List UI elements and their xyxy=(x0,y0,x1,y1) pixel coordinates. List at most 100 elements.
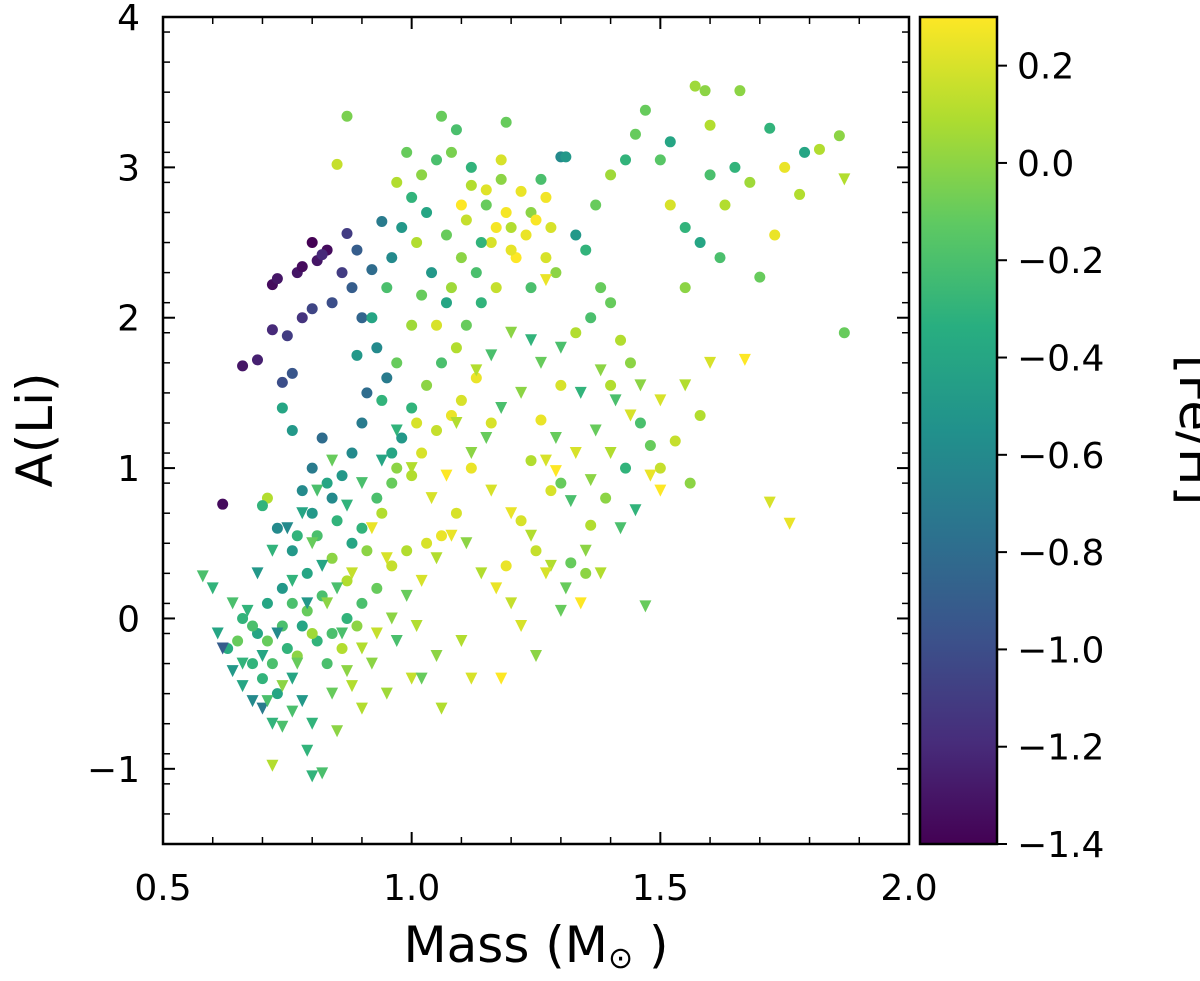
data-point-upper-limit xyxy=(296,507,309,520)
data-point-detection xyxy=(346,447,358,459)
data-point-upper-limit xyxy=(415,672,428,685)
data-point-upper-limit xyxy=(385,612,398,625)
data-point-detection xyxy=(535,173,547,185)
data-point-detection xyxy=(440,297,452,309)
data-point-detection xyxy=(306,303,318,315)
data-point-detection xyxy=(406,402,418,414)
data-point-detection xyxy=(316,249,328,261)
data-point-detection xyxy=(450,342,462,354)
data-point-detection xyxy=(475,297,487,309)
data-point-detection xyxy=(465,161,477,173)
data-point-upper-limit xyxy=(505,507,518,520)
data-point-upper-limit xyxy=(783,517,796,530)
data-point-upper-limit xyxy=(345,567,358,580)
data-point-upper-limit xyxy=(838,173,851,186)
data-point-detection xyxy=(391,176,403,188)
data-point-detection xyxy=(341,110,353,122)
data-point-upper-limit xyxy=(266,759,279,772)
data-point-upper-limit xyxy=(301,597,314,610)
data-point-detection xyxy=(371,582,383,594)
data-point-detection xyxy=(386,560,398,572)
colorbar-tick-label: −0.2 xyxy=(1017,241,1104,282)
data-point-upper-limit xyxy=(614,522,627,535)
data-point-upper-limit xyxy=(589,424,602,437)
data-point-detection xyxy=(411,237,423,249)
data-point-upper-limit xyxy=(355,642,368,655)
data-point-upper-limit xyxy=(345,680,358,693)
data-point-detection xyxy=(639,104,651,116)
data-point-detection xyxy=(605,169,617,181)
data-point-upper-limit xyxy=(266,717,279,730)
data-point-upper-limit xyxy=(460,537,473,550)
data-point-detection xyxy=(266,658,278,670)
data-point-upper-limit xyxy=(291,657,304,670)
data-point-upper-limit xyxy=(196,570,209,583)
data-point-detection xyxy=(590,199,602,211)
data-point-detection xyxy=(386,252,398,264)
data-point-upper-limit xyxy=(286,574,299,587)
data-point-detection xyxy=(296,312,308,324)
data-point-detection xyxy=(396,432,408,444)
data-point-detection xyxy=(271,273,283,285)
data-point-upper-limit xyxy=(539,274,552,287)
y-tick-label: 4 xyxy=(117,0,140,39)
data-point-upper-limit xyxy=(445,529,458,542)
data-point-detection xyxy=(406,319,418,331)
data-point-detection xyxy=(440,229,452,241)
data-point-detection xyxy=(530,214,542,226)
data-point-detection xyxy=(754,271,766,283)
data-point-detection xyxy=(445,146,457,158)
data-point-upper-limit xyxy=(390,424,403,437)
data-point-upper-limit xyxy=(485,349,498,362)
data-point-upper-limit xyxy=(341,665,354,678)
data-point-upper-limit xyxy=(336,627,349,640)
data-point-upper-limit xyxy=(569,447,582,460)
data-point-detection xyxy=(744,176,756,188)
data-point-detection xyxy=(326,297,338,309)
data-point-detection xyxy=(237,360,249,372)
data-point-upper-limit xyxy=(639,600,652,613)
data-point-detection xyxy=(714,252,726,264)
data-point-detection xyxy=(515,515,527,527)
data-point-detection xyxy=(261,635,273,647)
data-point-detection xyxy=(734,85,746,97)
data-point-upper-limit xyxy=(559,582,572,595)
data-point-upper-limit xyxy=(256,650,269,663)
data-point-upper-limit xyxy=(226,665,239,678)
data-point-upper-limit xyxy=(410,619,423,632)
data-point-upper-limit xyxy=(216,642,229,655)
data-point-detection xyxy=(431,319,443,331)
data-point-detection xyxy=(232,635,244,647)
data-point-detection xyxy=(480,199,492,211)
data-point-upper-limit xyxy=(390,635,403,648)
data-point-detection xyxy=(520,229,532,241)
data-point-detection xyxy=(266,324,278,336)
data-point-detection xyxy=(500,116,512,128)
data-point-detection xyxy=(301,605,313,617)
data-point-upper-limit xyxy=(306,537,319,550)
x-tick-label: 1.0 xyxy=(383,868,440,909)
data-point-upper-limit xyxy=(574,386,587,399)
data-point-detection xyxy=(286,597,298,609)
data-point-upper-limit xyxy=(425,492,438,505)
data-point-detection xyxy=(386,447,398,459)
data-point-upper-limit xyxy=(594,567,607,580)
data-point-upper-limit xyxy=(435,702,448,715)
data-point-detection xyxy=(605,379,617,391)
data-point-upper-limit xyxy=(495,672,508,685)
data-point-upper-limit xyxy=(465,672,478,685)
data-point-upper-limit xyxy=(251,567,264,580)
data-point-detection xyxy=(525,455,537,467)
data-point-detection xyxy=(371,342,383,354)
data-point-detection xyxy=(247,620,259,632)
data-point-upper-limit xyxy=(430,552,443,565)
data-point-detection xyxy=(237,612,249,624)
data-point-upper-limit xyxy=(654,394,667,407)
x-axis-ticks: 0.5 1.0 1.5 2.0 xyxy=(134,17,938,909)
data-point-detection xyxy=(490,222,502,234)
data-point-detection xyxy=(286,545,298,557)
data-point-detection xyxy=(281,643,293,655)
data-points xyxy=(196,80,851,783)
data-point-upper-limit xyxy=(539,454,552,467)
